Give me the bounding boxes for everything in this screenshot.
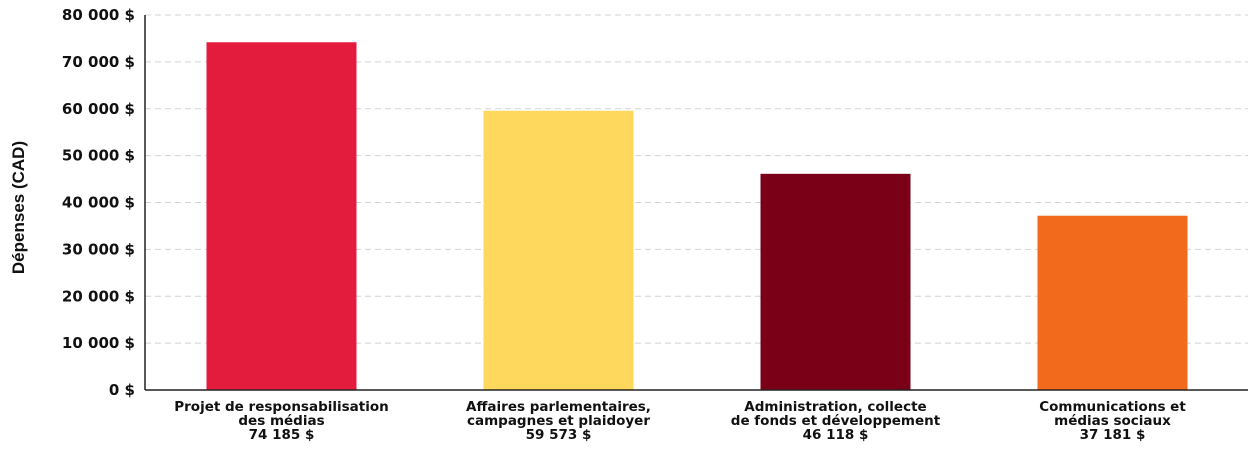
axes (144, 15, 1248, 391)
bar (206, 42, 357, 390)
category-label: médias sociaux (1054, 413, 1171, 429)
category-label: de fonds et développement (731, 413, 941, 429)
category-label: Projet de responsabilisation (174, 399, 388, 415)
y-tick-label: 50 000 $ (62, 147, 135, 165)
y-tick-label: 70 000 $ (62, 53, 135, 71)
y-tick-label: 0 $ (109, 381, 135, 399)
y-axis-title: Dépenses (CAD) (9, 141, 28, 274)
bar (1037, 215, 1188, 390)
y-tick-label: 40 000 $ (62, 194, 135, 212)
y-axis-ticks: 0 $ 10 000 $ 20 000 $ 30 000 $ 40 000 $ 50 00… (62, 6, 135, 399)
bar-value-label: 46 118 $ (803, 427, 869, 443)
bar (760, 173, 911, 390)
category-label: des médias (238, 413, 324, 429)
y-tick-label: 10 000 $ (62, 334, 135, 352)
bar-value-label: 37 181 $ (1080, 427, 1146, 443)
category-label: campagnes et plaidoyer (467, 413, 650, 429)
y-tick-label: 80 000 $ (62, 6, 135, 24)
bar-value-label: 59 573 $ (526, 427, 592, 443)
bars (206, 42, 1188, 391)
bar-value-label: 74 185 $ (249, 427, 315, 443)
category-label: Communications et (1039, 399, 1186, 415)
category-label: Affaires parlementaires, (466, 399, 651, 415)
y-tick-label: 60 000 $ (62, 100, 135, 118)
bar (483, 110, 634, 391)
category-label: Administration, collecte (744, 399, 926, 415)
y-tick-label: 20 000 $ (62, 287, 135, 305)
y-tick-label: 30 000 $ (62, 240, 135, 258)
